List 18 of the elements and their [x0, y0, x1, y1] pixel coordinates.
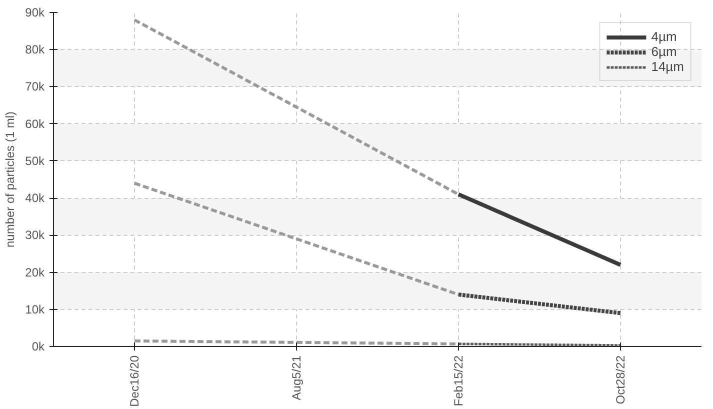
- y-tick-label: 40k: [25, 191, 46, 206]
- legend-label: 4µm: [651, 29, 677, 44]
- y-tick-label: 30k: [25, 228, 46, 242]
- x-tick-label: Dec16/20: [128, 355, 142, 407]
- y-tick-label: 20k: [25, 265, 46, 280]
- y-tick-label: 80k: [25, 42, 46, 57]
- y-tick-label: 10k: [25, 302, 46, 316]
- y-tick-label: 70k: [25, 80, 46, 94]
- y-tick-label: 60k: [25, 116, 46, 131]
- x-tick-label: Aug5/21: [290, 355, 304, 400]
- y-tick-label: 50k: [25, 154, 46, 168]
- legend-label: 6µm: [651, 44, 677, 59]
- x-tick-label: Feb15/22: [452, 355, 466, 406]
- x-tick-label: Oct28/22: [614, 355, 628, 404]
- y-tick-label: 90k: [25, 6, 46, 20]
- y-tick-label: 0k: [32, 340, 46, 354]
- legend-label: 14µm: [651, 59, 684, 74]
- y-axis-title: number of particles (1 ml): [3, 111, 18, 248]
